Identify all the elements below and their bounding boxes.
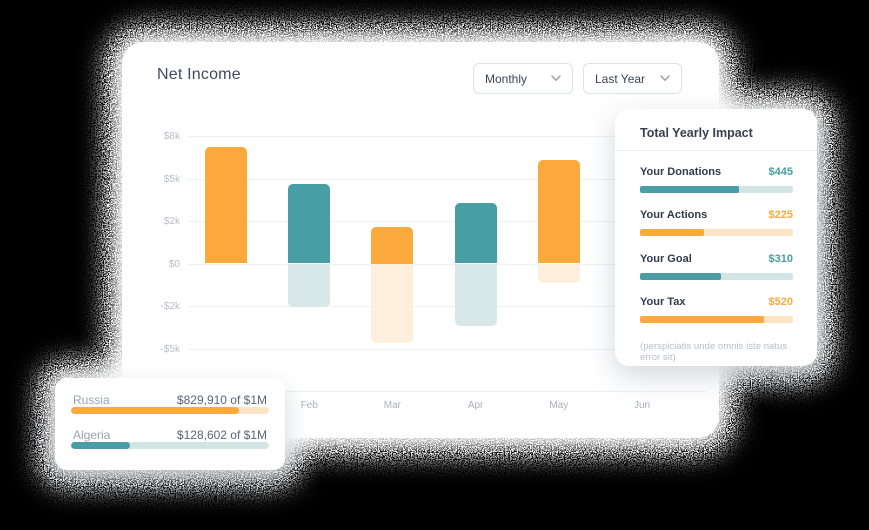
panel-title: Total Yearly Impact — [640, 126, 753, 140]
impact-row-header: Your Actions $225 — [640, 209, 793, 221]
progress-track — [640, 186, 793, 193]
chevron-down-icon — [660, 75, 670, 81]
progress-fill — [640, 272, 722, 280]
bar-positive — [454, 202, 497, 264]
country-progress-track — [71, 407, 269, 414]
impact-value: $225 — [768, 209, 793, 222]
country-row-header: Russia $829,910 of $1M — [73, 392, 267, 407]
impact-row: Your Goal $310 — [640, 253, 793, 280]
range-dropdown[interactable]: Last Year — [583, 63, 682, 94]
country-progress-fill — [71, 442, 131, 449]
country-label: Algeria — [73, 427, 111, 442]
country-value: $829,910 of $1M — [176, 392, 267, 407]
y-axis-label: $5k — [163, 173, 180, 185]
impact-label: Your Tax — [640, 295, 686, 308]
impact-label: Your Actions — [640, 209, 708, 222]
bar-negative — [288, 263, 331, 308]
impact-row-header: Your Goal $310 — [640, 253, 793, 265]
chevron-down-icon — [551, 75, 561, 81]
impact-label: Your Goal — [640, 252, 692, 265]
panel-footnote: (perspiciatis unde omnis iste natus erro… — [640, 341, 788, 363]
gridline — [188, 263, 706, 265]
country-value: $128,602 of $1M — [176, 427, 267, 442]
country-label: Russia — [73, 392, 110, 407]
impact-row: Your Actions $225 — [640, 209, 793, 237]
gridline — [188, 306, 706, 307]
impact-row: Your Tax $520 — [640, 296, 793, 323]
progress-fill — [640, 315, 764, 323]
bar-positive — [288, 184, 331, 264]
impact-row-header: Your Tax $520 — [640, 296, 793, 308]
gridline — [188, 136, 706, 137]
y-axis-label: $2k — [163, 216, 180, 227]
impact-row: Your Donations $445 — [640, 166, 793, 193]
country-progress-fill — [71, 407, 240, 414]
x-axis-label: Feb — [300, 400, 318, 411]
country-progress-track — [71, 442, 269, 449]
bar-positive — [371, 227, 414, 264]
total-yearly-impact-panel: Total Yearly Impact Your Donations $445 Yo… — [615, 109, 817, 366]
period-dropdown[interactable]: Monthly — [473, 63, 573, 94]
impact-label: Your Donations — [640, 166, 722, 178]
gridline — [188, 178, 706, 180]
panel-divider — [615, 150, 817, 151]
gridline — [188, 391, 706, 392]
gridline — [188, 348, 706, 350]
progress-fill — [640, 229, 705, 237]
impact-value: $310 — [768, 252, 793, 265]
x-axis-label: Jun — [633, 400, 651, 411]
progress-track — [640, 315, 793, 323]
country-row-header: Algeria $128,602 of $1M — [73, 427, 267, 442]
range-dropdown-label: Last Year — [595, 71, 646, 86]
y-axis-label: -$2k — [160, 301, 180, 312]
x-axis-label: Mar — [383, 400, 402, 411]
page-title: Net Income — [157, 66, 241, 83]
period-dropdown-label: Monthly — [485, 71, 528, 86]
x-axis-label: Apr — [467, 400, 484, 411]
progress-track — [640, 229, 793, 237]
bar-negative — [537, 263, 580, 283]
impact-value: $445 — [768, 166, 793, 178]
y-axis-label: $0 — [168, 258, 180, 270]
bar-positive — [537, 160, 580, 264]
progress-track — [640, 272, 793, 280]
impact-value: $520 — [768, 295, 793, 308]
bar-negative — [454, 263, 497, 326]
y-axis-label: $8k — [163, 131, 180, 142]
progress-fill — [640, 186, 740, 193]
gridline — [188, 221, 706, 222]
x-axis-label: May — [549, 400, 569, 411]
y-axis-label: -$5k — [160, 343, 180, 355]
bar-negative — [371, 263, 414, 343]
impact-row-header: Your Donations $445 — [640, 166, 793, 178]
countries-progress-card: Russia $829,910 of $1M Algeria $128,602 of … — [55, 378, 285, 470]
bar-positive — [205, 147, 247, 264]
